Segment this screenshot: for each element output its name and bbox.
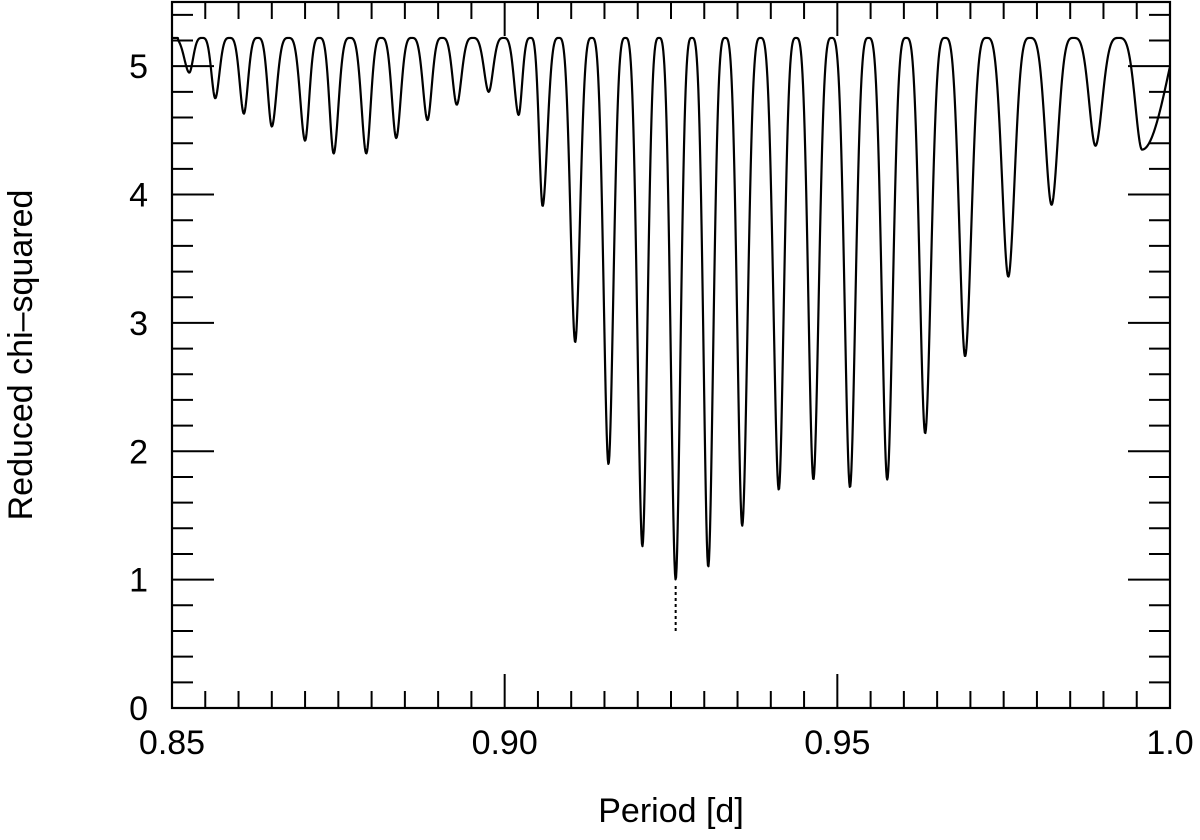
plot-frame [170, 0, 1172, 710]
y-tick-label: 3 [129, 305, 148, 343]
y-tick-label: 4 [129, 177, 148, 215]
x-tick-label: 0.85 [139, 724, 205, 762]
x-tick-label: 0.90 [472, 724, 538, 762]
x-axis-label: Period [d] [598, 792, 744, 830]
y-tick-label: 5 [129, 48, 148, 86]
y-tick-label: 2 [129, 433, 148, 471]
tick-labels: 0.85 0.90 0.95 1.0 0 1 2 3 4 5 [129, 48, 1194, 762]
y-tick-label: 1 [129, 562, 148, 600]
x-tick-label: 0.95 [804, 724, 870, 762]
x-tick-label: 1.0 [1146, 724, 1193, 762]
y-axis-label: Reduced chi–squared [2, 190, 40, 521]
series-line [171, 36, 1171, 581]
y-tick-label: 0 [129, 690, 148, 728]
